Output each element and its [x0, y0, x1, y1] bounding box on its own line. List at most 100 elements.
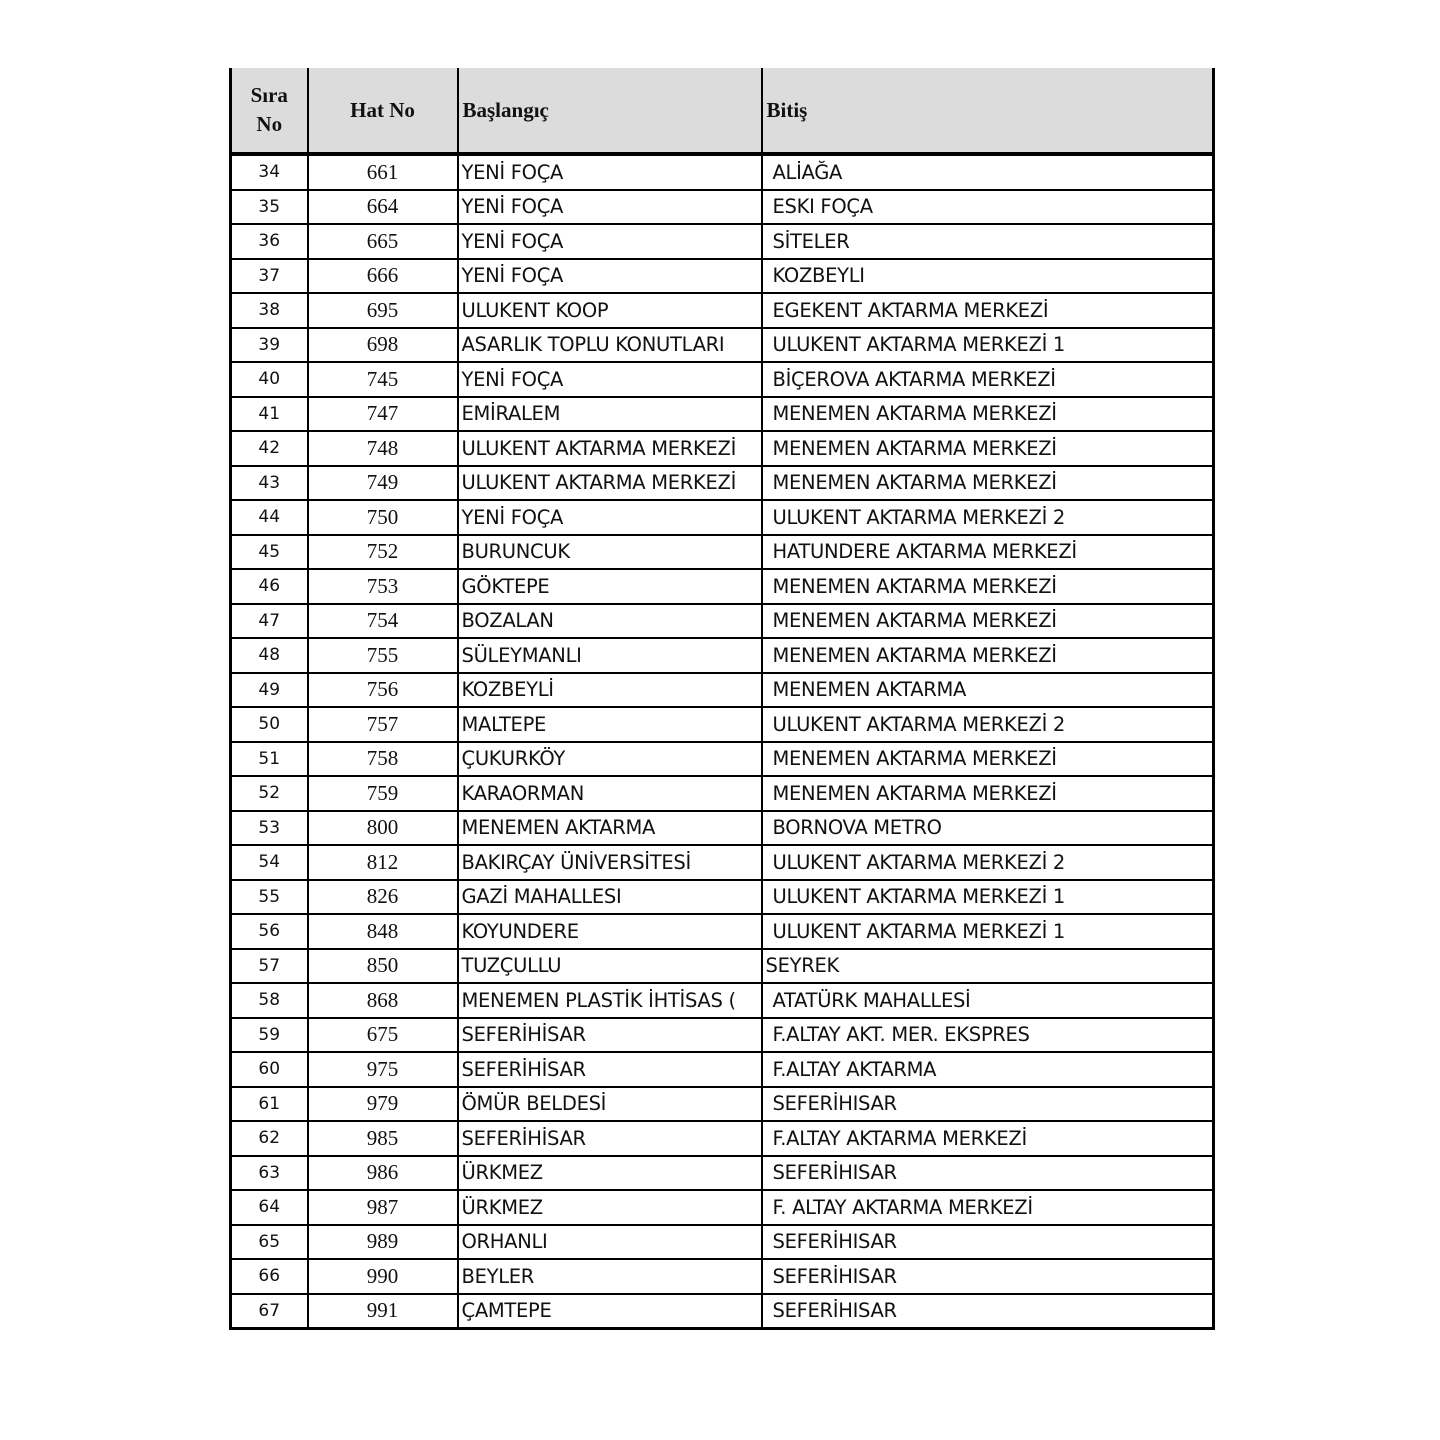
hat-no-cell: 665 — [306, 223, 459, 260]
baslangic-cell: YENİ FOÇA — [456, 153, 763, 191]
sira-no-cell: 62 — [230, 1120, 309, 1157]
table-row: 65 989 ORHANLI SEFERİHISAR — [230, 1223, 1215, 1260]
sira-no-cell: 35 — [230, 188, 309, 225]
baslangic-cell: ÖMÜR BELDESİ — [456, 1085, 763, 1122]
hat-no-cell: 750 — [306, 499, 459, 536]
sira-no-cell: 56 — [230, 913, 309, 950]
sira-no-cell: 54 — [230, 844, 309, 881]
baslangic-cell: SEFERİHİSAR — [456, 1120, 763, 1157]
table-row: 35 664 YENİ FOÇA ESKI FOÇA — [230, 188, 1215, 225]
hat-no-cell: 664 — [306, 188, 459, 225]
baslangic-cell: BURUNCUK — [456, 533, 763, 570]
header-sira-no: Sıra No — [230, 68, 308, 156]
baslangic-cell: KOYUNDERE — [456, 913, 763, 950]
sira-no-cell: 46 — [230, 568, 309, 605]
hat-no-cell: 675 — [306, 1016, 459, 1053]
baslangic-cell: YENİ FOÇA — [456, 223, 763, 260]
hat-no-cell: 826 — [306, 878, 459, 915]
table-row: 48 755 SÜLEYMANLI MENEMEN AKTARMA MERKEZİ — [230, 637, 1215, 674]
baslangic-cell: ULUKENT KOOP — [456, 292, 763, 329]
bitis-cell: SEYREK — [760, 947, 1215, 984]
bitis-cell: ULUKENT AKTARMA MERKEZİ 1 — [760, 326, 1215, 363]
table-row: 41 747 EMİRALEM MENEMEN AKTARMA MERKEZİ — [230, 395, 1215, 432]
sira-no-cell: 47 — [230, 602, 309, 639]
bitis-cell: ATATÜRK MAHALLESİ — [760, 982, 1215, 1019]
sira-no-cell: 57 — [230, 947, 309, 984]
bitis-cell: ALİAĞA — [760, 153, 1215, 191]
bitis-cell: F.ALTAY AKT. MER. EKSPRES — [760, 1016, 1215, 1053]
hat-no-cell: 666 — [306, 257, 459, 294]
header-bitis: Bitiş — [760, 68, 1214, 156]
table-row: 55 826 GAZİ MAHALLESI ULUKENT AKTARMA MERKE… — [230, 878, 1215, 915]
sira-no-cell: 41 — [230, 395, 309, 432]
hat-no-cell: 698 — [306, 326, 459, 363]
sira-no-cell: 52 — [230, 775, 309, 812]
table-row: 38 695 ULUKENT KOOP EGEKENT AKTARMA MERKEZİ — [230, 292, 1215, 329]
hat-no-cell: 758 — [306, 740, 459, 777]
baslangic-cell: KOZBEYLİ — [456, 671, 763, 708]
sira-no-cell: 59 — [230, 1016, 309, 1053]
table-row: 40 745 YENİ FOÇA BİÇEROVA AKTARMA MERKEZİ — [230, 361, 1215, 398]
table-row: 52 759 KARAORMAN MENEMEN AKTARMA MERKEZİ — [230, 775, 1215, 812]
baslangic-cell: ÜRKMEZ — [456, 1189, 763, 1226]
sira-no-cell: 63 — [230, 1154, 309, 1191]
hat-no-cell: 800 — [306, 809, 459, 846]
table-row: 36 665 YENİ FOÇA SİTELER — [230, 223, 1215, 260]
sira-no-cell: 38 — [230, 292, 309, 329]
hat-no-cell: 759 — [306, 775, 459, 812]
sira-no-cell: 55 — [230, 878, 309, 915]
hat-no-cell: 753 — [306, 568, 459, 605]
baslangic-cell: ORHANLI — [456, 1223, 763, 1260]
sira-no-cell: 61 — [230, 1085, 309, 1122]
sira-no-cell: 43 — [230, 464, 309, 501]
baslangic-cell: EMİRALEM — [456, 395, 763, 432]
baslangic-cell: YENİ FOÇA — [456, 257, 763, 294]
baslangic-cell: ULUKENT AKTARMA MERKEZİ — [456, 430, 763, 467]
table-row: 34 661 YENİ FOÇA ALİAĞA — [230, 153, 1215, 191]
bitis-cell: MENEMEN AKTARMA — [760, 671, 1215, 708]
bitis-cell: MENEMEN AKTARMA MERKEZİ — [760, 395, 1215, 432]
sira-no-cell: 37 — [230, 257, 309, 294]
bitis-cell: ULUKENT AKTARMA MERKEZİ 2 — [760, 844, 1215, 881]
bitis-cell: F.ALTAY AKTARMA — [760, 1051, 1215, 1088]
bus-lines-table: Sıra No Hat No Başlangıç Bitiş 34 661 YENİ… — [229, 68, 1215, 1330]
hat-no-cell: 979 — [306, 1085, 459, 1122]
table-row: 59 675 SEFERİHİSAR F.ALTAY AKT. MER. EKSPRE… — [230, 1016, 1215, 1053]
hat-no-cell: 695 — [306, 292, 459, 329]
baslangic-cell: BOZALAN — [456, 602, 763, 639]
bitis-cell: SEFERİHISAR — [760, 1292, 1215, 1330]
table-row: 49 756 KOZBEYLİ MENEMEN AKTARMA — [230, 671, 1215, 708]
baslangic-cell: YENİ FOÇA — [456, 499, 763, 536]
sira-no-cell: 64 — [230, 1189, 309, 1226]
hat-no-cell: 754 — [306, 602, 459, 639]
hat-no-cell: 661 — [306, 153, 459, 191]
header-baslangic: Başlangıç — [456, 68, 762, 156]
bitis-cell: MENEMEN AKTARMA MERKEZİ — [760, 740, 1215, 777]
bitis-cell: SİTELER — [760, 223, 1215, 260]
hat-no-cell: 748 — [306, 430, 459, 467]
bitis-cell: MENEMEN AKTARMA MERKEZİ — [760, 464, 1215, 501]
baslangic-cell: KARAORMAN — [456, 775, 763, 812]
sira-no-cell: 48 — [230, 637, 309, 674]
baslangic-cell: BAKIRÇAY ÜNİVERSİTESİ — [456, 844, 763, 881]
sira-no-cell: 51 — [230, 740, 309, 777]
sira-no-cell: 53 — [230, 809, 309, 846]
table-row: 42 748 ULUKENT AKTARMA MERKEZİ MENEMEN AKTA… — [230, 430, 1215, 467]
bitis-cell: F. ALTAY AKTARMA MERKEZİ — [760, 1189, 1215, 1226]
hat-no-cell: 850 — [306, 947, 459, 984]
hat-no-cell: 747 — [306, 395, 459, 432]
table-row: 51 758 ÇUKURKÖY MENEMEN AKTARMA MERKEZİ — [230, 740, 1215, 777]
sira-no-cell: 66 — [230, 1258, 309, 1295]
table-row: 64 987 ÜRKMEZ F. ALTAY AKTARMA MERKEZİ — [230, 1189, 1215, 1226]
hat-no-cell: 749 — [306, 464, 459, 501]
hat-no-cell: 990 — [306, 1258, 459, 1295]
bitis-cell: SEFERİHISAR — [760, 1258, 1215, 1295]
sira-no-cell: 58 — [230, 982, 309, 1019]
bitis-cell: ULUKENT AKTARMA MERKEZİ 2 — [760, 499, 1215, 536]
hat-no-cell: 985 — [306, 1120, 459, 1157]
bitis-cell: ULUKENT AKTARMA MERKEZİ 2 — [760, 706, 1215, 743]
table-header-row: Sıra No Hat No Başlangıç Bitiş — [230, 68, 1214, 156]
bitis-cell: EGEKENT AKTARMA MERKEZİ — [760, 292, 1215, 329]
sira-no-cell: 44 — [230, 499, 309, 536]
sira-no-cell: 45 — [230, 533, 309, 570]
